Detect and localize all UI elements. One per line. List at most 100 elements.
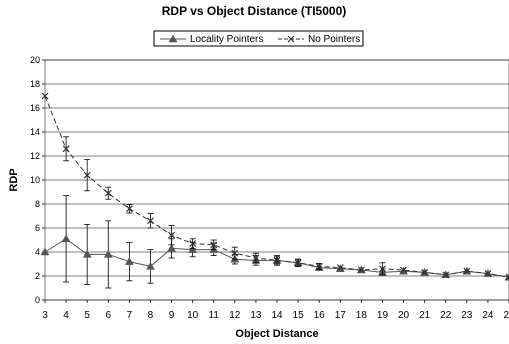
y-tick-label: 10	[30, 175, 40, 185]
x-tick-label: 17	[335, 310, 347, 321]
x-marker-stroke	[315, 262, 323, 270]
chart-title: RDP vs Object Distance (TI5000)	[162, 4, 347, 18]
y-tick-label: 16	[30, 103, 40, 113]
x-tick-label: 11	[209, 310, 220, 321]
x-tick-label: 4	[63, 310, 69, 321]
y-tick-label: 12	[30, 151, 40, 161]
x-tick-label: 9	[169, 310, 175, 321]
x-marker	[104, 189, 112, 197]
x-marker-stroke	[379, 265, 386, 273]
x-marker	[62, 145, 70, 153]
x-tick-label: 18	[356, 310, 368, 321]
x-marker-stroke	[189, 240, 197, 248]
triangle-marker	[124, 257, 134, 265]
y-axis-title: RDP	[8, 168, 20, 191]
triangle-marker	[146, 261, 155, 270]
legend-label: Locality Pointers	[190, 34, 263, 45]
x-marker-stroke	[357, 266, 365, 274]
y-tick-label: 20	[30, 55, 40, 65]
x-marker	[357, 266, 365, 274]
triangle-marker	[188, 245, 198, 253]
x-marker-stroke	[505, 273, 509, 279]
x-marker	[315, 262, 323, 270]
x-tick-label: 14	[271, 310, 283, 321]
x-tick-label: 7	[127, 310, 133, 321]
x-marker-stroke	[463, 267, 471, 275]
x-marker	[273, 256, 281, 264]
legend-item: No Pointers	[278, 34, 360, 45]
y-tick-label: 4	[35, 247, 40, 257]
x-marker-stroke	[252, 254, 260, 262]
x-marker	[252, 254, 260, 262]
x-marker	[442, 271, 450, 279]
x-marker	[463, 267, 471, 275]
x-marker	[168, 231, 175, 239]
y-tick-label: 2	[35, 271, 40, 281]
triangle-marker	[168, 34, 178, 43]
x-tick-label: 19	[377, 310, 389, 321]
x-marker-stroke	[484, 270, 492, 278]
x-marker-stroke	[273, 256, 281, 264]
x-tick-label: 25	[503, 310, 509, 321]
x-tick-label: 24	[482, 310, 494, 321]
x-marker-stroke	[210, 241, 218, 249]
x-tick-label: 10	[187, 310, 199, 321]
x-tick-label: 6	[105, 310, 111, 321]
x-axis-ticks: 3 4 5 6 7 8 9 10 11 12 13 14 15 16 17 18 19 20 21 22 23 24 25	[42, 300, 509, 321]
y-tick-label: 14	[30, 127, 40, 137]
legend-box	[153, 30, 364, 47]
x-marker-stroke	[104, 189, 112, 197]
x-marker	[210, 241, 218, 249]
x-tick-label: 12	[229, 310, 241, 321]
x-marker-stroke	[125, 205, 133, 213]
y-tick-label: 8	[35, 199, 40, 209]
legend-item: Locality Pointers	[160, 34, 263, 45]
legend: Locality Pointers No Pointers	[153, 30, 364, 47]
x-tick-label: 22	[440, 310, 452, 321]
x-marker-stroke	[147, 217, 154, 225]
x-marker	[294, 259, 302, 267]
x-tick-label: 3	[42, 310, 48, 321]
x-tick-label: 16	[314, 310, 326, 321]
triangle-marker	[103, 249, 113, 258]
x-marker-stroke	[83, 171, 91, 179]
x-marker	[147, 217, 154, 225]
series-no-pointers	[41, 92, 509, 281]
x-marker	[189, 240, 197, 248]
x-marker-stroke	[287, 35, 295, 43]
y-axis-ticks: 0 2 4 6 8 10 12 14 16 18 20	[30, 55, 45, 305]
x-tick-label: 21	[419, 310, 431, 321]
x-marker	[505, 273, 509, 281]
y-tick-label: 18	[30, 79, 40, 89]
x-tick-label: 8	[148, 310, 154, 321]
x-marker-stroke	[336, 264, 344, 272]
x-marker-stroke	[442, 271, 450, 279]
x-marker-stroke	[41, 92, 49, 100]
triangle-marker	[167, 243, 176, 252]
x-marker	[125, 205, 133, 213]
x-tick-label: 15	[293, 310, 305, 321]
x-tick-label: 23	[461, 310, 473, 321]
triangle-marker	[61, 234, 71, 243]
x-marker-stroke	[505, 276, 509, 281]
x-marker	[287, 35, 295, 43]
x-axis-title: Object Distance	[235, 328, 318, 340]
x-marker	[231, 249, 239, 257]
x-marker-stroke	[62, 145, 70, 153]
series	[40, 92, 509, 289]
x-marker	[83, 171, 91, 179]
triangle-marker	[82, 249, 92, 258]
x-marker-stroke	[168, 231, 175, 239]
x-marker-stroke	[400, 266, 407, 274]
y-tick-label: 0	[35, 295, 40, 305]
x-marker	[484, 270, 492, 278]
x-marker	[421, 268, 429, 276]
x-tick-label: 20	[398, 310, 410, 321]
x-marker	[400, 266, 407, 274]
y-tick-label: 6	[35, 223, 40, 233]
series-line	[44, 95, 509, 278]
x-marker-stroke	[294, 259, 302, 267]
x-tick-label: 5	[84, 310, 90, 321]
x-tick-label: 13	[250, 310, 262, 321]
